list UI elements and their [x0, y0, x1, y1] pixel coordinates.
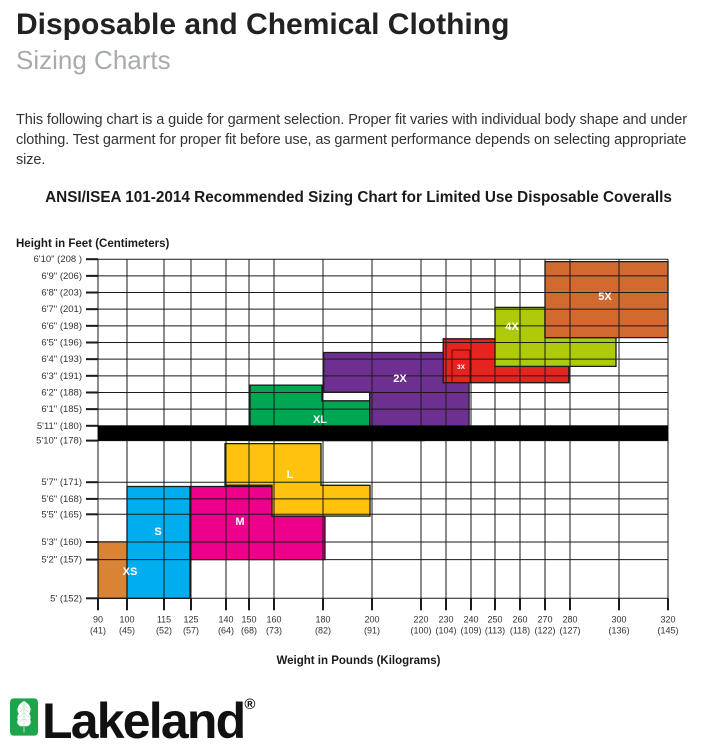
svg-text:260: 260	[512, 614, 527, 624]
svg-text:XS: XS	[123, 566, 138, 578]
svg-text:200: 200	[364, 614, 379, 624]
svg-text:270: 270	[537, 614, 552, 624]
svg-text:5X: 5X	[598, 291, 612, 303]
svg-text:250: 250	[487, 614, 502, 624]
svg-text:5'11" (180): 5'11" (180)	[37, 421, 82, 432]
svg-text:L: L	[287, 469, 294, 481]
svg-text:300: 300	[611, 614, 626, 624]
svg-text:6'9" (206): 6'9" (206)	[41, 271, 82, 282]
svg-text:125: 125	[183, 614, 198, 624]
svg-text:280: 280	[562, 614, 577, 624]
svg-text:(136): (136)	[608, 625, 629, 635]
svg-text:S: S	[154, 526, 161, 538]
svg-text:(73): (73)	[266, 625, 282, 635]
svg-text:(127): (127)	[559, 625, 580, 635]
svg-text:160: 160	[266, 614, 281, 624]
svg-text:(113): (113)	[485, 625, 505, 635]
svg-text:(91): (91)	[364, 625, 380, 635]
svg-text:6'7" (201): 6'7" (201)	[41, 304, 82, 315]
svg-text:5'5" (165): 5'5" (165)	[41, 509, 82, 520]
svg-text:6'4" (193): 6'4" (193)	[41, 354, 82, 365]
svg-text:140: 140	[218, 614, 233, 624]
svg-text:6'8" (203): 6'8" (203)	[41, 288, 82, 299]
svg-text:(104): (104)	[435, 625, 456, 635]
svg-text:(45): (45)	[119, 625, 135, 635]
svg-text:(100): (100)	[410, 625, 431, 635]
svg-text:230: 230	[438, 614, 453, 624]
svg-text:90: 90	[93, 614, 103, 624]
svg-text:5'10" (178): 5'10" (178)	[36, 436, 82, 447]
svg-text:5' (152): 5' (152)	[50, 593, 82, 604]
svg-text:(41): (41)	[90, 625, 106, 635]
svg-text:220: 220	[413, 614, 428, 624]
svg-text:(52): (52)	[156, 625, 172, 635]
svg-text:(122): (122)	[534, 625, 555, 635]
svg-text:XL: XL	[313, 414, 327, 426]
svg-text:6'2" (188): 6'2" (188)	[41, 387, 82, 398]
svg-text:180: 180	[315, 614, 330, 624]
svg-text:(109): (109)	[460, 625, 481, 635]
svg-text:(118): (118)	[510, 625, 530, 635]
svg-text:5'2" (157): 5'2" (157)	[41, 555, 82, 566]
svg-text:(64): (64)	[218, 625, 234, 635]
svg-text:6'5" (196): 6'5" (196)	[41, 338, 82, 349]
svg-text:(68): (68)	[241, 625, 257, 635]
svg-text:3X: 3X	[457, 364, 466, 371]
svg-text:6'10" (208 ): 6'10" (208 )	[34, 254, 83, 265]
svg-text:6'6" (198): 6'6" (198)	[41, 321, 82, 332]
svg-text:240: 240	[463, 614, 478, 624]
svg-text:(82): (82)	[315, 625, 331, 635]
svg-text:5'3" (160): 5'3" (160)	[41, 537, 82, 548]
svg-text:320: 320	[660, 614, 675, 624]
svg-text:150: 150	[241, 614, 256, 624]
svg-text:115: 115	[157, 614, 171, 624]
svg-text:M: M	[235, 516, 244, 528]
svg-text:(145): (145)	[657, 625, 678, 635]
svg-text:2X: 2X	[393, 373, 407, 385]
svg-text:6'1" (185): 6'1" (185)	[41, 404, 82, 415]
svg-text:100: 100	[119, 614, 134, 624]
svg-text:5'6" (168): 5'6" (168)	[41, 494, 82, 505]
svg-text:5'7" (171): 5'7" (171)	[41, 477, 82, 488]
svg-text:(57): (57)	[183, 625, 199, 635]
svg-text:4X: 4X	[505, 321, 519, 333]
svg-text:6'3" (191): 6'3" (191)	[41, 371, 82, 382]
